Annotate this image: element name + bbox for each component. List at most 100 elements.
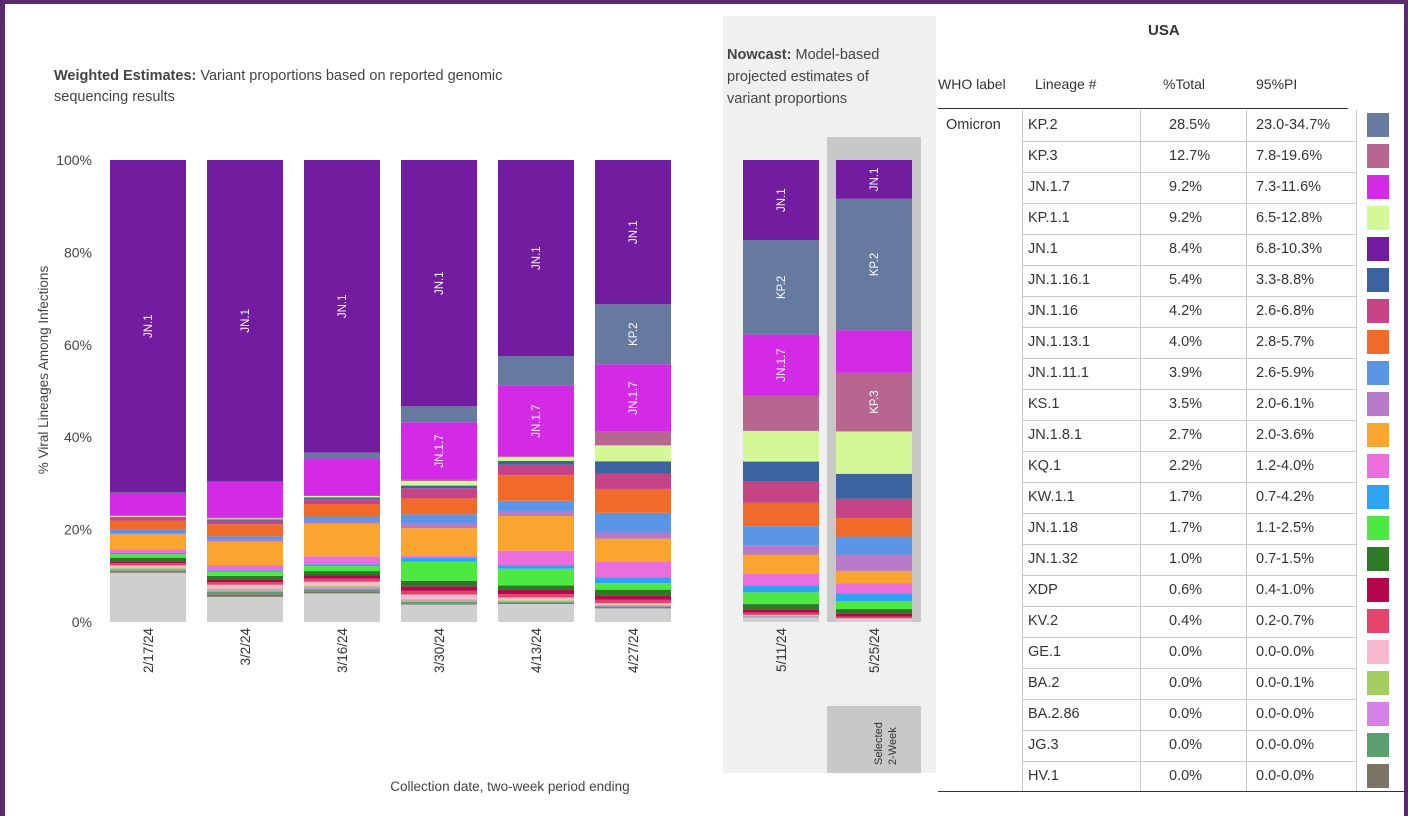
bar-segment[interactable] [836,330,912,373]
bar-segment[interactable] [401,580,477,587]
bar-segment[interactable] [207,160,283,482]
bar-segment[interactable] [595,577,671,584]
bar-segment[interactable] [595,603,671,605]
bar-segment[interactable] [498,603,574,622]
bar-segment[interactable] [743,585,819,593]
bar-segment[interactable] [110,160,186,493]
bar-segment[interactable] [498,460,574,465]
bar-segment[interactable] [401,160,477,407]
bar-segment[interactable] [743,612,819,615]
bar-segment[interactable] [595,608,671,622]
bar-segment[interactable] [498,456,574,458]
bar-segment[interactable] [401,600,477,602]
bar-segment[interactable] [498,475,574,501]
bar-segment[interactable] [836,613,912,617]
bar-segment[interactable] [401,479,477,481]
bar-segment[interactable] [110,492,186,516]
bar-segment[interactable] [401,406,477,423]
bar-segment[interactable] [743,395,819,431]
bar-segment[interactable] [498,464,574,476]
bar-segment[interactable] [401,586,477,591]
bar-segment[interactable] [304,499,380,505]
bar-segment[interactable] [110,563,186,566]
bar-segment[interactable] [498,356,574,386]
bar-segment[interactable] [836,609,912,614]
bar-segment[interactable] [743,573,819,586]
bar-segment[interactable] [110,517,186,521]
bar-segment[interactable] [304,587,380,590]
bar-segment[interactable] [498,597,574,601]
bar-segment[interactable] [110,533,186,535]
bar-segment[interactable] [401,603,477,605]
bar-segment[interactable] [110,570,186,572]
bar-segment[interactable] [595,445,671,462]
bar-segment[interactable] [836,473,912,499]
bar-segment[interactable] [207,582,283,585]
bar-segment[interactable] [401,604,477,622]
bar-segment[interactable] [110,516,186,518]
bar-segment[interactable] [304,585,380,588]
bar-segment[interactable] [304,523,380,557]
bar-segment[interactable] [304,458,380,496]
bar-segment[interactable] [743,430,819,462]
bar-segment[interactable] [595,599,671,604]
bar-segment[interactable] [207,565,283,571]
bar-segment[interactable] [498,603,574,604]
bar-segment[interactable] [304,452,380,459]
bar-segment[interactable] [595,595,671,600]
bar-segment[interactable] [595,461,671,474]
bar-segment[interactable] [207,520,283,525]
bar-segment[interactable] [304,566,380,572]
bar-segment[interactable] [304,497,380,500]
bar-segment[interactable] [595,538,671,563]
bar-segment[interactable] [207,541,283,566]
bar-segment[interactable] [401,594,477,600]
bar-segment[interactable] [836,518,912,537]
bar-segment[interactable] [595,562,671,578]
bar-segment[interactable] [498,590,574,595]
bar-segment[interactable] [304,578,380,582]
bar-segment[interactable] [304,564,380,567]
bar-segment[interactable] [110,561,186,564]
bar-segment[interactable] [110,552,186,555]
bar-segment[interactable] [498,550,574,566]
bar-segment[interactable] [743,240,819,335]
bar-segment[interactable] [207,584,283,589]
bar-segment[interactable] [207,539,283,542]
bar-segment[interactable] [304,575,380,579]
bar-segment[interactable] [401,561,477,581]
bar-segment[interactable] [595,604,671,606]
bar-segment[interactable] [498,594,574,598]
bar-segment[interactable] [595,606,671,608]
bar-segment[interactable] [207,524,283,537]
bar-segment[interactable] [595,473,671,489]
bar-segment[interactable] [401,601,477,604]
bar-segment[interactable] [304,160,380,453]
bar-segment[interactable] [743,160,819,241]
bar-segment[interactable] [743,502,819,527]
bar-segment[interactable] [498,385,574,457]
bar-segment[interactable] [595,583,671,590]
bar-segment[interactable] [743,604,819,610]
bar-segment[interactable] [743,481,819,503]
bar-segment[interactable] [401,498,477,515]
bar-segment[interactable] [304,504,380,517]
bar-segment[interactable] [401,599,477,601]
bar-segment[interactable] [836,198,912,331]
bar-segment[interactable] [110,557,186,562]
bar-segment[interactable] [836,601,912,610]
bar-segment[interactable] [836,554,912,571]
bar-segment[interactable] [207,590,283,592]
bar-segment[interactable] [595,488,671,513]
bar-segment[interactable] [207,571,283,576]
bar-segment[interactable] [836,618,912,622]
bar-segment[interactable] [595,160,671,305]
bar-segment[interactable] [110,534,186,550]
bar-segment[interactable] [401,422,477,480]
bar-segment[interactable] [498,601,574,603]
bar-segment[interactable] [836,536,912,555]
bar-segment[interactable] [401,528,477,556]
bar-segment[interactable] [304,571,380,576]
bar-segment[interactable] [836,498,912,519]
bar-segment[interactable] [743,461,819,482]
